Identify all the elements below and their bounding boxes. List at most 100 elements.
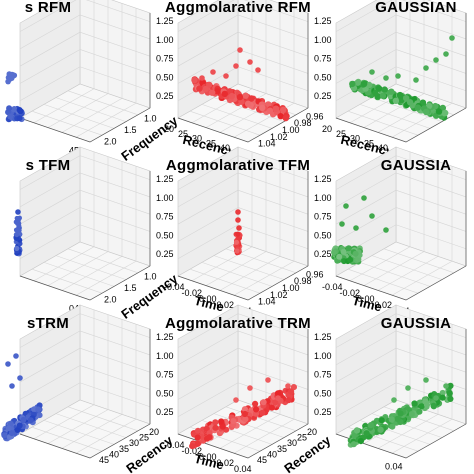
grid-line — [383, 248, 455, 274]
data-point — [392, 97, 400, 105]
grid-line — [201, 262, 273, 287]
grid-line — [335, 14, 397, 50]
z-tick-label: 1.00 — [156, 193, 174, 203]
z-tick-label: 0.75 — [314, 54, 332, 64]
x-axis-label: Time — [193, 293, 226, 315]
data-point — [274, 390, 281, 397]
grid-line — [347, 110, 419, 136]
z-tick-label: 1.25 — [156, 332, 174, 342]
grid-line — [55, 413, 127, 438]
grid-line — [19, 189, 81, 225]
y-tick-label: 45 — [99, 455, 109, 465]
data-point — [16, 422, 23, 429]
grid-line — [359, 262, 431, 287]
data-point — [16, 107, 23, 113]
data-point — [11, 106, 18, 113]
scatter-points — [5, 71, 25, 123]
grid-line — [19, 155, 81, 190]
data-point — [191, 76, 198, 84]
data-point — [397, 92, 404, 100]
y-tick-label: 1.5 — [124, 283, 137, 293]
grid-line — [377, 414, 439, 449]
grid-line — [31, 268, 103, 294]
data-point — [253, 406, 260, 413]
grid-line — [189, 110, 261, 136]
data-point — [212, 424, 219, 431]
grid-line — [335, 0, 393, 32]
x-tick-label: 25 — [336, 129, 346, 139]
data-point — [16, 227, 21, 233]
y-tick-label: 40 — [267, 450, 277, 460]
z-tick-label: 0.75 — [156, 212, 174, 222]
z-tick-label: 0.50 — [314, 388, 332, 398]
data-point — [199, 75, 205, 81]
grid-line — [401, 0, 467, 22]
x-tick-label: 0.00 — [357, 294, 375, 304]
x-tick-label: -0.02 — [182, 446, 203, 456]
x-tick-label: 30 — [192, 134, 202, 144]
data-point — [375, 85, 382, 92]
grid-line — [19, 347, 81, 383]
data-point — [369, 69, 375, 75]
data-point — [228, 92, 236, 100]
grid-line — [79, 330, 151, 356]
y-tick-label: 1.00 — [282, 125, 300, 135]
scatter-points — [233, 209, 243, 256]
data-point — [14, 215, 20, 221]
data-point — [235, 209, 241, 215]
data-point — [397, 410, 404, 417]
grid-line — [67, 90, 139, 116]
grid-line — [335, 31, 397, 67]
data-point — [413, 77, 419, 83]
panel-title: Aggmolarative TFM — [166, 157, 310, 174]
data-point — [443, 51, 449, 57]
data-point — [343, 203, 349, 209]
data-point — [202, 85, 209, 93]
data-point — [27, 417, 34, 424]
data-point — [290, 384, 297, 391]
y-tick-label: 1.0 — [144, 272, 157, 282]
data-point — [395, 73, 401, 79]
data-point — [1, 432, 8, 439]
data-point — [189, 443, 196, 450]
data-point — [340, 248, 347, 255]
z-tick-label: 1.25 — [314, 174, 332, 184]
x-tick-label: 25 — [178, 129, 188, 139]
grid-line — [191, 246, 253, 282]
data-point — [433, 395, 439, 401]
data-point — [241, 410, 248, 418]
y-tick-label: 25 — [297, 433, 307, 443]
y-tick-label: 0.96 — [306, 269, 324, 279]
grid-line — [19, 0, 77, 32]
data-point — [16, 223, 22, 229]
grid-line — [67, 248, 139, 274]
grid-line — [43, 104, 115, 129]
grid-line — [19, 66, 81, 101]
data-point — [233, 63, 239, 69]
grid-line — [177, 31, 239, 67]
grid-line — [335, 330, 397, 366]
data-point — [5, 78, 11, 85]
data-point — [244, 100, 252, 108]
data-point — [408, 411, 415, 418]
grid-line — [75, 102, 137, 138]
axis-edge — [177, 265, 309, 301]
grid-line — [395, 347, 467, 373]
panel-9: GAUSSIA 0.04 — [335, 304, 467, 472]
z-tick-label: 0.25 — [156, 249, 174, 259]
data-point — [247, 59, 253, 65]
grid-line — [335, 382, 397, 417]
data-point — [275, 395, 281, 401]
scatter-points — [1, 353, 43, 442]
grid-line — [395, 172, 467, 198]
grid-line — [395, 49, 467, 74]
x-tick-label: 0.02 — [375, 300, 393, 310]
grid-line — [19, 172, 81, 208]
data-point — [354, 79, 361, 86]
data-point — [379, 92, 387, 100]
data-point — [388, 88, 395, 95]
scatter-points — [191, 47, 290, 122]
grid-line — [177, 330, 239, 366]
data-point — [272, 399, 279, 406]
